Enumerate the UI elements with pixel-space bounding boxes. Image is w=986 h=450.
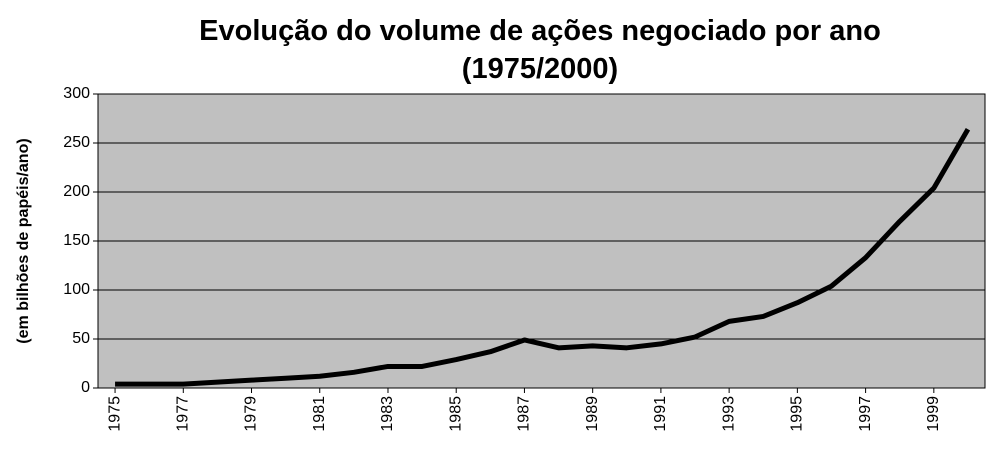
- x-tick-label: 1999: [925, 396, 942, 432]
- x-tick-label: 1977: [175, 396, 192, 432]
- x-tick-label: 1987: [516, 396, 533, 432]
- x-tick-label: 1997: [857, 396, 874, 432]
- line: [115, 128, 971, 387]
- chart-subtitle: (1975/2000): [462, 53, 618, 85]
- y-tick-label: 200: [63, 183, 90, 200]
- y-axis-label: (em bilhões de papéis/ano): [15, 138, 32, 343]
- y-tick-label: 300: [63, 85, 90, 102]
- y-tick-label: 250: [63, 134, 90, 151]
- x-tick-label: 1995: [789, 396, 806, 432]
- x-tick-label: 1979: [243, 396, 260, 432]
- x-tick-label: 1989: [584, 396, 601, 432]
- x-tick-label: 1985: [447, 396, 464, 432]
- x-tick-label: 1991: [652, 396, 669, 432]
- x-tick-label: 1983: [379, 396, 396, 432]
- chart-title: Evolução do volume de ações negociado po…: [199, 15, 881, 47]
- y-tick-label: 50: [72, 330, 90, 347]
- y-tick-label: 150: [63, 232, 90, 249]
- x-tick-label: 1975: [106, 396, 123, 432]
- y-tick-label: 100: [63, 281, 90, 298]
- x-tick-label: 1993: [720, 396, 737, 432]
- x-tick-label: 1981: [311, 396, 328, 432]
- y-tick-label: 0: [81, 379, 90, 396]
